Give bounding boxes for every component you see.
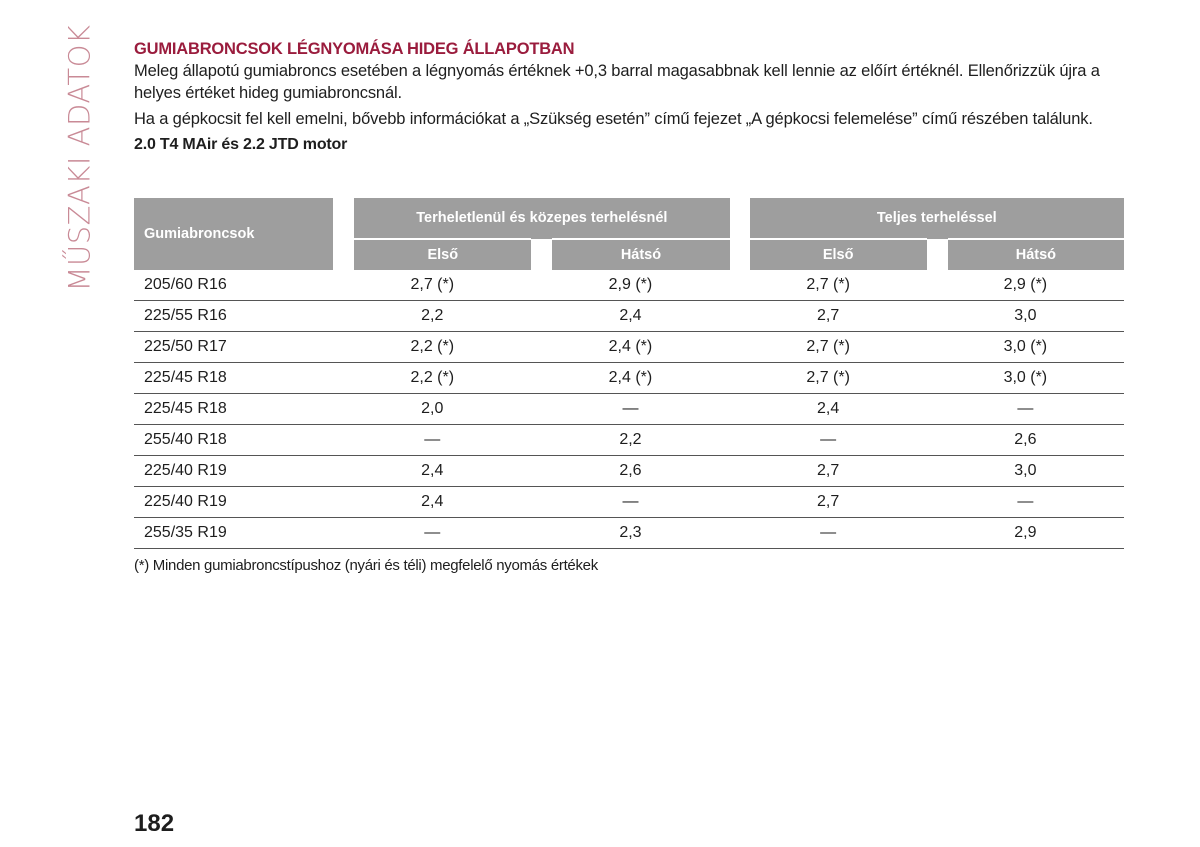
table-row: 225/55 R16 2,2 2,4 2,7 3,0 — [134, 300, 1124, 332]
cell-tire-size: 255/35 R19 — [134, 517, 334, 549]
cell-partial-front: 2,2 (*) — [333, 331, 532, 363]
header-full-front: Első — [749, 238, 927, 270]
cell-full-rear: 3,0 — [926, 455, 1124, 487]
cell-full-front: — — [729, 517, 927, 549]
engine-subheading: 2.0 T4 MAir és 2.2 JTD motor — [134, 136, 348, 153]
table-row: 225/40 R19 2,4 2,6 2,7 3,0 — [134, 455, 1124, 487]
cell-partial-front: 2,0 — [333, 393, 532, 425]
cell-full-rear: — — [926, 393, 1124, 425]
cell-tire-size: 225/50 R17 — [134, 331, 334, 363]
page-content: GUMIABRONCSOK LÉGNYOMÁSA HIDEG ÁLLAPOTBA… — [134, 38, 1124, 156]
table-row: 205/60 R16 2,7 (*) 2,9 (*) 2,7 (*) 2,9 (… — [134, 270, 1124, 301]
header-partial-rear: Hátsó — [552, 238, 730, 270]
paragraph-warm-tire: Meleg állapotú gumiabroncs esetében a lé… — [134, 62, 1100, 102]
table-row: 225/45 R18 2,0 — 2,4 — — [134, 393, 1124, 425]
table-row: 255/35 R19 — 2,3 — 2,9 — [134, 517, 1124, 549]
header-group-partial-load: Terheletlenül és közepes terhelésnél — [354, 198, 730, 239]
cell-full-rear: 3,0 (*) — [926, 362, 1124, 394]
cell-tire-size: 225/45 R18 — [134, 362, 334, 394]
table-row: 225/45 R18 2,2 (*) 2,4 (*) 2,7 (*) 3,0 (… — [134, 362, 1124, 394]
cell-full-front: — — [729, 424, 927, 456]
paragraph-lifting: Ha a gépkocsit fel kell emelni, bővebb i… — [134, 110, 1093, 128]
cell-tire-size: 205/60 R16 — [134, 270, 334, 301]
cell-partial-front: 2,4 — [333, 486, 532, 518]
cell-partial-rear: — — [531, 486, 730, 518]
cell-full-front: 2,7 — [729, 455, 927, 487]
cell-partial-front: 2,4 — [333, 455, 532, 487]
header-group-full-load: Teljes terheléssel — [749, 198, 1124, 239]
cell-full-front: 2,7 (*) — [729, 270, 927, 301]
cell-partial-rear: 2,6 — [531, 455, 730, 487]
cell-full-rear: 2,6 — [926, 424, 1124, 456]
section-side-tab: MŰSZAKI ADATOK — [56, 25, 102, 292]
header-spacer — [729, 198, 750, 270]
cell-full-front: 2,7 (*) — [729, 331, 927, 363]
cell-partial-rear: 2,4 — [531, 300, 730, 332]
page-number: 182 — [134, 810, 175, 837]
cell-partial-rear: 2,4 (*) — [531, 362, 730, 394]
table-row: 225/50 R17 2,2 (*) 2,4 (*) 2,7 (*) 3,0 (… — [134, 331, 1124, 363]
cell-full-rear: 2,9 — [926, 517, 1124, 549]
cell-partial-rear: 2,2 — [531, 424, 730, 456]
cell-tire-size: 225/45 R18 — [134, 393, 334, 425]
cell-full-front: 2,7 — [729, 486, 927, 518]
cell-full-rear: 3,0 — [926, 300, 1124, 332]
table-row: 255/40 R18 — 2,2 — 2,6 — [134, 424, 1124, 456]
cell-partial-front: 2,2 (*) — [333, 362, 532, 394]
cell-tire-size: 225/40 R19 — [134, 455, 334, 487]
cell-partial-front: — — [333, 517, 532, 549]
header-tire-size: Gumiabroncsok — [134, 198, 334, 270]
cell-full-rear: — — [926, 486, 1124, 518]
cell-full-rear: 2,9 (*) — [926, 270, 1124, 301]
cell-partial-rear: 2,9 (*) — [531, 270, 730, 301]
header-spacer — [333, 198, 355, 270]
cell-partial-rear: 2,4 (*) — [531, 331, 730, 363]
section-heading: GUMIABRONCSOK LÉGNYOMÁSA HIDEG ÁLLAPOTBA… — [134, 40, 575, 58]
header-spacer — [531, 239, 553, 270]
cell-tire-size: 255/40 R18 — [134, 424, 334, 456]
cell-full-front: 2,7 — [729, 300, 927, 332]
header-partial-front: Első — [354, 238, 532, 270]
tire-pressure-table: Gumiabroncsok Terheletlenül és közepes t… — [134, 198, 1124, 549]
header-full-rear: Hátsó — [947, 238, 1124, 270]
section-side-tab-label: MŰSZAKI ADATOK — [62, 24, 97, 292]
cell-partial-rear: — — [531, 393, 730, 425]
cell-partial-front: 2,7 (*) — [333, 270, 532, 301]
cell-partial-front: — — [333, 424, 532, 456]
header-spacer — [926, 239, 948, 270]
cell-partial-front: 2,2 — [333, 300, 532, 332]
cell-full-front: 2,4 — [729, 393, 927, 425]
table-row: 225/40 R19 2,4 — 2,7 — — [134, 486, 1124, 518]
cell-partial-rear: 2,3 — [531, 517, 730, 549]
cell-tire-size: 225/55 R16 — [134, 300, 334, 332]
cell-full-front: 2,7 (*) — [729, 362, 927, 394]
cell-full-rear: 3,0 (*) — [926, 331, 1124, 363]
cell-tire-size: 225/40 R19 — [134, 486, 334, 518]
table-footnote: (*) Minden gumiabroncstípushoz (nyári és… — [134, 557, 598, 574]
